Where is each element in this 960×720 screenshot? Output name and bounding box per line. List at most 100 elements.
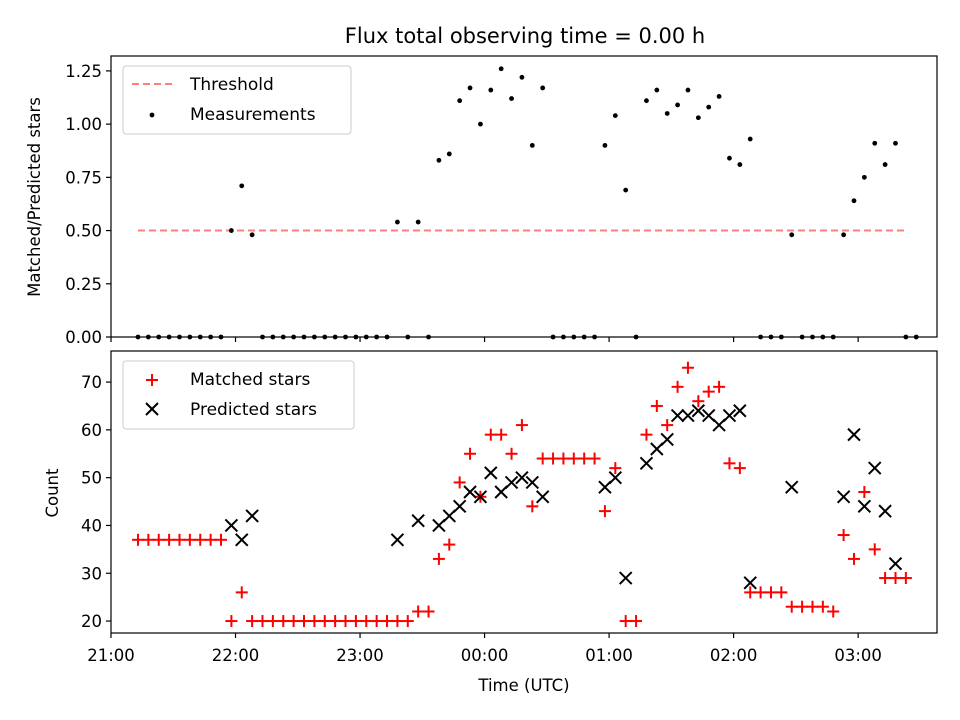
predicted-star-point (245, 509, 259, 523)
legend-label-measurements: Measurements (190, 105, 316, 125)
matched-star-point (277, 615, 290, 628)
legend-label-matched: Matched stars (190, 370, 310, 390)
legend-label-predicted: Predicted stars (190, 400, 317, 420)
predicted-star-point (868, 461, 882, 475)
matched-star-point (349, 615, 362, 628)
x-axis-label: Time (UTC) (477, 676, 569, 695)
matched-star-point (557, 452, 570, 465)
matched-star-point (152, 533, 165, 546)
bottom-x-tick-label: 02:00 (710, 646, 758, 665)
measurement-point (488, 87, 494, 93)
matched-star-point (515, 419, 528, 432)
predicted-star-point (670, 408, 685, 423)
bottom-y-axis: 20 30 40 50 60 70 (81, 373, 111, 631)
matched-star-point (526, 500, 539, 513)
matched-star-point (329, 615, 342, 628)
matched-star-point (308, 615, 321, 628)
predicted-star-point (608, 470, 623, 485)
matched-star-point (640, 428, 653, 441)
matched-star-point (671, 380, 684, 393)
top-y-tick-label: 0.00 (65, 328, 102, 347)
measurement-point (228, 228, 234, 233)
measurement-point (509, 96, 514, 101)
predicted-star-point (722, 408, 737, 423)
predicted-star-point (733, 404, 747, 418)
predicted-star-point (504, 475, 519, 490)
bottom-axes-frame (110, 350, 938, 634)
predicted-star-point (525, 475, 540, 490)
top-legend-box (122, 65, 352, 135)
matched-star-point (609, 462, 622, 475)
matched-star-point (578, 452, 591, 465)
bottom-y-tick-label: 30 (81, 564, 102, 583)
matched-star-point (723, 457, 736, 470)
top-y-tick-label: 0.50 (65, 222, 102, 241)
matched-star-point (744, 586, 757, 599)
measurement-point (872, 140, 878, 146)
top-axes-frame (110, 55, 938, 338)
measurement-point (623, 187, 629, 193)
predicted-star-point (390, 533, 405, 547)
bottom-y-tick-label: 50 (81, 469, 102, 488)
bottom-x-tick-label: 22:00 (212, 646, 260, 665)
matched-star-point (142, 533, 155, 546)
matched-star-point (266, 615, 279, 628)
matched-star-point (453, 476, 466, 489)
bottom-y-tick-label: 20 (81, 612, 102, 631)
matched-legend-swatch (146, 374, 158, 386)
measurement-point (706, 104, 712, 110)
measurement-point (685, 87, 691, 93)
legend-label-threshold: Threshold (189, 75, 274, 95)
measurement-point (695, 115, 701, 121)
top-legend: Threshold Measurements (122, 65, 352, 135)
matched-star-point (204, 533, 217, 546)
matched-star-point (899, 572, 912, 585)
measurement-point (747, 136, 753, 142)
bottom-legend-box (122, 360, 355, 430)
matched-star-point (318, 615, 331, 628)
predicted-star-point (785, 480, 799, 494)
matched-star-point (879, 572, 892, 585)
predicted-star-point (452, 499, 467, 514)
measurement-point (789, 232, 795, 238)
top-y-label: Matched/Predicted stars (25, 97, 44, 297)
predicted-star-point (515, 470, 529, 485)
matched-star-point (536, 452, 549, 465)
measurement-point (395, 219, 400, 225)
predicted-star-point (235, 533, 249, 547)
bottom-y-label: Count (43, 468, 62, 518)
measurement-point (498, 66, 504, 72)
top-y-tick-label: 1.00 (65, 115, 102, 134)
top-y-tick-label: 1.25 (65, 62, 102, 81)
bottom-legend: Matched stars Predicted stars (122, 360, 355, 430)
predicted-star-point (639, 456, 654, 471)
measurement-point (644, 98, 649, 104)
matched-star-point (650, 399, 663, 412)
measurement-point (841, 232, 847, 238)
bottom-x-tick-label: 21:00 (87, 646, 135, 665)
matched-star-point (837, 529, 850, 542)
matched-star-point (401, 615, 414, 628)
bottom-x-tick-label: 03:00 (834, 646, 882, 665)
measurement-point (727, 155, 732, 161)
predicted-star-point (473, 490, 488, 504)
bottom-x-axis: 21:00 22:00 23:00 00:00 01:00 02:00 03:00 (87, 633, 882, 665)
matched-star-point (681, 361, 694, 374)
matched-star-point (256, 615, 269, 628)
measurement-point (436, 157, 442, 163)
measurement-point (415, 219, 421, 225)
top-panel: 0.00 0.25 0.50 0.75 1.00 1.25 Matched/Predict… (25, 55, 938, 347)
predicted-legend-swatch (145, 402, 159, 416)
predicted-star-point (888, 556, 903, 571)
matched-star-point (868, 543, 881, 556)
measurement-point (467, 85, 473, 91)
bottom-y-tick-label: 70 (81, 373, 102, 392)
predicted-star-point (463, 485, 477, 499)
bottom-x-tick-label: 23:00 (336, 646, 384, 665)
predicted-star-point (847, 427, 861, 442)
predicted-star-point (411, 513, 425, 528)
matched-star-point (775, 586, 788, 599)
matched-star-point (464, 447, 477, 460)
predicted-star-point (878, 504, 892, 518)
bottom-x-tick-label: 01:00 (585, 646, 633, 665)
